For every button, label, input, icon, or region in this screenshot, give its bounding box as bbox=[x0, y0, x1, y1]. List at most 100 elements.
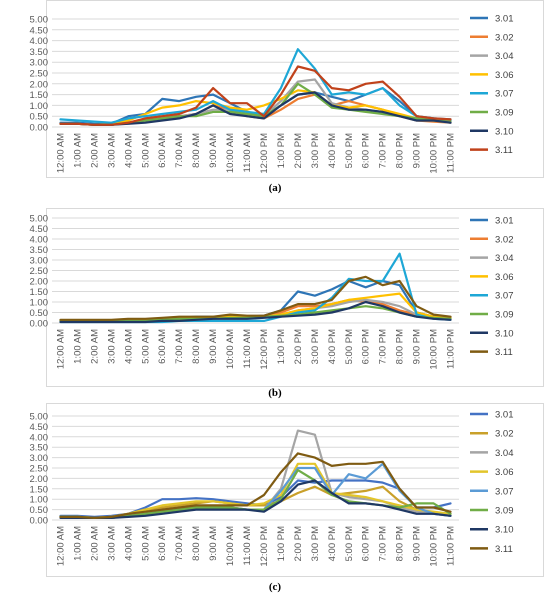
x-tick-label: 6:00 AM bbox=[157, 329, 168, 364]
legend-label: 3.01 bbox=[495, 216, 514, 227]
x-tick-label: 8:00 PM bbox=[395, 133, 406, 168]
x-tick-label: 2:00 AM bbox=[89, 329, 100, 364]
x-tick-label: 5:00 PM bbox=[344, 526, 355, 561]
x-tick-label: 9:00 PM bbox=[412, 526, 423, 561]
caption-a: (a) bbox=[268, 182, 282, 194]
x-tick-label: 7:00 PM bbox=[378, 133, 389, 168]
x-tick-label: 8:00 PM bbox=[395, 329, 406, 364]
x-tick-label: 6:00 PM bbox=[361, 133, 372, 168]
x-tick-label: 12:00 AM bbox=[55, 526, 66, 566]
x-tick-label: 12:00 AM bbox=[55, 329, 66, 369]
y-tick-label: 4.00 bbox=[30, 432, 49, 443]
series-line-3-11 bbox=[59, 275, 452, 321]
x-tick-label: 9:00 AM bbox=[208, 133, 219, 168]
x-tick-label: 3:00 AM bbox=[106, 329, 117, 364]
y-tick-label: 2.50 bbox=[30, 69, 49, 80]
y-tick-label: 0.50 bbox=[30, 112, 49, 123]
caption-c: (c) bbox=[268, 581, 282, 593]
y-tick-label: 2.50 bbox=[30, 464, 49, 475]
x-tick-label: 9:00 AM bbox=[208, 526, 219, 561]
series-line-3-10 bbox=[59, 479, 452, 520]
x-tick-label: 6:00 AM bbox=[157, 526, 168, 561]
series-line-3-07 bbox=[59, 48, 452, 124]
x-tick-label: 5:00 AM bbox=[140, 133, 151, 168]
legend-label: 3.09 bbox=[495, 506, 514, 517]
legend-label: 3.10 bbox=[495, 328, 514, 339]
y-tick-label: 4.00 bbox=[30, 235, 49, 246]
x-tick-label: 9:00 PM bbox=[412, 133, 423, 168]
legend-label: 3.01 bbox=[495, 14, 514, 25]
x-tick-label: 1:00 PM bbox=[276, 526, 287, 561]
legend-label: 3.04 bbox=[495, 253, 514, 264]
y-tick-label: 0.50 bbox=[30, 308, 49, 319]
line-chart-c: 0.000.501.001.502.002.503.003.504.004.50… bbox=[30, 410, 514, 567]
y-tick-label: 1.00 bbox=[30, 495, 49, 506]
y-tick-label: 1.50 bbox=[30, 287, 49, 298]
x-tick-label: 11:00 AM bbox=[242, 526, 253, 566]
x-tick-label: 5:00 AM bbox=[140, 329, 151, 364]
x-tick-label: 8:00 AM bbox=[191, 526, 202, 561]
x-tick-label: 3:00 PM bbox=[310, 526, 321, 561]
legend-label: 3.11 bbox=[495, 347, 513, 358]
x-tick-label: 4:00 PM bbox=[327, 133, 338, 168]
x-tick-label: 6:00 PM bbox=[361, 526, 372, 561]
y-tick-label: 4.50 bbox=[30, 25, 49, 36]
y-tick-label: 5.00 bbox=[30, 15, 49, 26]
legend-label: 3.07 bbox=[495, 291, 514, 302]
x-tick-label: 6:00 PM bbox=[361, 329, 372, 364]
x-tick-label: 10:00 PM bbox=[429, 133, 440, 174]
y-tick-label: 4.50 bbox=[30, 422, 49, 433]
x-tick-label: 10:00 AM bbox=[225, 526, 236, 566]
series-line-3-01 bbox=[59, 86, 452, 125]
series-line-3-06 bbox=[59, 89, 452, 126]
y-tick-label: 1.00 bbox=[30, 298, 49, 309]
legend-label: 3.07 bbox=[495, 486, 514, 497]
chart-panel-c: 0.00 0.50 1.00 1.50 2.00 2.50 3.00 3.50 4.00 4.50… bbox=[0, 403, 550, 598]
y-tick-label: 0.00 bbox=[30, 516, 49, 527]
legend-label: 3.10 bbox=[495, 126, 514, 137]
chart-panel-a: 0.00 0.50 1.00 1.50 2.00 2.50 3.00 3.50 4.00 4.50… bbox=[0, 0, 550, 198]
x-tick-label: 12:00 AM bbox=[55, 133, 66, 173]
line-chart-a: 0.000.501.001.502.002.503.003.504.004.50… bbox=[30, 14, 514, 174]
x-tick-label: 4:00 PM bbox=[327, 526, 338, 561]
x-tick-label: 10:00 PM bbox=[429, 329, 440, 370]
x-tick-label: 12:00 PM bbox=[259, 329, 270, 370]
y-tick-label: 1.50 bbox=[30, 90, 49, 101]
legend-label: 3.10 bbox=[495, 525, 514, 536]
x-tick-label: 7:00 PM bbox=[378, 329, 389, 364]
x-tick-label: 4:00 PM bbox=[327, 329, 338, 364]
y-tick-label: 3.00 bbox=[30, 58, 49, 69]
x-tick-label: 2:00 AM bbox=[89, 526, 100, 561]
y-tick-label: 4.50 bbox=[30, 224, 49, 235]
y-tick-label: 2.00 bbox=[30, 79, 49, 90]
line-chart-b: 0.000.501.001.502.002.503.003.504.004.50… bbox=[30, 214, 514, 370]
x-tick-label: 8:00 AM bbox=[191, 133, 202, 168]
x-tick-label: 9:00 PM bbox=[412, 329, 423, 364]
x-tick-label: 11:00 AM bbox=[242, 133, 253, 173]
chart-frame-c bbox=[46, 403, 544, 577]
x-tick-label: 6:00 AM bbox=[157, 133, 168, 168]
y-tick-label: 1.00 bbox=[30, 101, 49, 112]
y-tick-label: 3.50 bbox=[30, 443, 49, 454]
y-tick-label: 0.00 bbox=[30, 319, 49, 330]
x-tick-label: 11:00 AM bbox=[242, 329, 253, 369]
x-tick-label: 7:00 AM bbox=[174, 329, 185, 364]
x-tick-label: 8:00 PM bbox=[395, 526, 406, 561]
x-tick-label: 5:00 AM bbox=[140, 526, 151, 561]
series-line-3-02 bbox=[59, 485, 452, 520]
x-tick-label: 1:00 PM bbox=[276, 133, 287, 168]
x-tick-label: 2:00 AM bbox=[89, 133, 100, 168]
x-tick-label: 1:00 AM bbox=[72, 329, 83, 364]
x-tick-label: 2:00 PM bbox=[293, 526, 304, 561]
x-tick-label: 10:00 AM bbox=[225, 133, 236, 173]
x-tick-label: 4:00 AM bbox=[123, 526, 134, 561]
y-tick-label: 5.00 bbox=[30, 412, 49, 423]
caption-b: (b) bbox=[268, 387, 282, 399]
legend-label: 3.09 bbox=[495, 310, 514, 321]
x-tick-label: 3:00 AM bbox=[106, 526, 117, 561]
x-tick-label: 3:00 AM bbox=[106, 133, 117, 168]
legend-label: 3.01 bbox=[495, 410, 514, 421]
x-tick-label: 11:00 PM bbox=[446, 329, 457, 369]
y-tick-label: 3.50 bbox=[30, 47, 49, 58]
x-tick-label: 5:00 PM bbox=[344, 133, 355, 168]
